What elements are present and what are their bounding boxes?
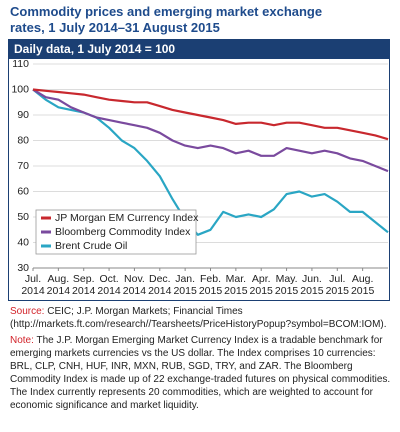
x-tick-label-line: 2015 [351,285,375,297]
x-tick-label-line: Aug. [48,273,70,285]
x-tick-label-line: 2014 [123,285,147,297]
x-tick-label: Mar. 2015 [224,273,248,297]
x-tick-label: Jul. 2015 [326,273,350,297]
x-tick-label-line: 2015 [173,285,197,297]
y-tick-label: 40 [17,236,29,248]
x-tick-label-line: Sep. [73,273,95,285]
x-tick-label-line: 2014 [148,285,172,297]
x-tick-label-line: Dec. [149,273,171,285]
x-tick-label: Jun. 2015 [300,273,324,297]
x-tick-label-line: Nov. [124,273,145,285]
x-tick-label: Oct. 2014 [97,273,121,297]
note: Note: The J.P. Morgan Emerging Market Cu… [10,334,392,412]
x-tick-label: Apr. 2015 [250,273,274,297]
x-tick-label-line: 2015 [199,285,223,297]
x-tick-label-line: 2014 [72,285,96,297]
y-tick-label: 100 [11,83,29,95]
x-tick-label-line: Jun. [302,273,322,285]
x-tick-label-line: Apr. [252,273,271,285]
x-tick-label: Sep. 2014 [72,273,96,297]
x-tick-label-line: 2015 [275,285,299,297]
x-tick-label-line: May. [276,273,298,285]
chart-subtitle: Daily data, 1 July 2014 = 100 [9,40,389,59]
x-tick-label-line: 2014 [47,285,71,297]
chart-frame: Daily data, 1 July 2014 = 100 [8,39,390,301]
x-tick-label-line: Feb. [200,273,221,285]
x-tick-label-line: 2014 [21,285,45,297]
x-tick-label-line: 2015 [300,285,324,297]
y-tick-label: 50 [17,211,29,223]
x-tick-label-line: 2015 [326,285,350,297]
y-tick-label: 110 [12,58,29,70]
legend-label: Bloomberg Commodity Index [55,226,191,238]
y-tick-label: 80 [17,134,29,146]
note-label: Note: [10,335,34,346]
x-tick-label-line: Mar. [226,273,246,285]
x-tick-label: May. 2015 [275,273,299,297]
y-tick-label: 30 [17,262,29,274]
y-tick-label: 60 [17,185,29,197]
x-tick-label: Aug. 2014 [47,273,71,297]
y-tick-label: 90 [17,109,29,121]
source-text: CEIC; J.P. Morgan Markets; Financial Tim… [10,306,387,330]
x-tick-label: Jan. 2015 [173,273,197,297]
x-tick-label-line: 2015 [224,285,248,297]
legend-box [35,209,197,255]
x-tick-label: Nov. 2014 [123,273,147,297]
y-tick-label: 70 [17,160,29,172]
x-tick-label-line: Jul. [329,273,345,285]
x-tick-label-line: Aug. [352,273,374,285]
series-line [32,88,389,173]
x-tick-label: Feb. 2015 [199,273,223,297]
legend-label: JP Morgan EM Currency Index [55,212,199,224]
chart-title: Commodity prices and emerging market exc… [10,4,323,35]
x-tick-label: Aug. 2015 [351,273,375,297]
x-tick-label-line: Jul. [25,273,41,285]
note-text: The J.P. Morgan Emerging Market Currency… [10,335,391,411]
series-line [32,88,389,141]
x-tick-label-line: Jan. [175,273,195,285]
x-tick-label: Jul. 2014 [21,273,45,297]
x-tick-label-line: 2014 [97,285,121,297]
x-tick-label: Dec. 2014 [148,273,172,297]
x-tick-label-line: 2015 [250,285,274,297]
footer: Source: CEIC; J.P. Morgan Markets; Finan… [10,305,392,415]
source: Source: CEIC; J.P. Morgan Markets; Finan… [10,305,392,331]
legend-label: Brent Crude Oil [55,240,127,252]
x-tick-label-line: Oct. [99,273,118,285]
source-label: Source: [10,306,45,317]
